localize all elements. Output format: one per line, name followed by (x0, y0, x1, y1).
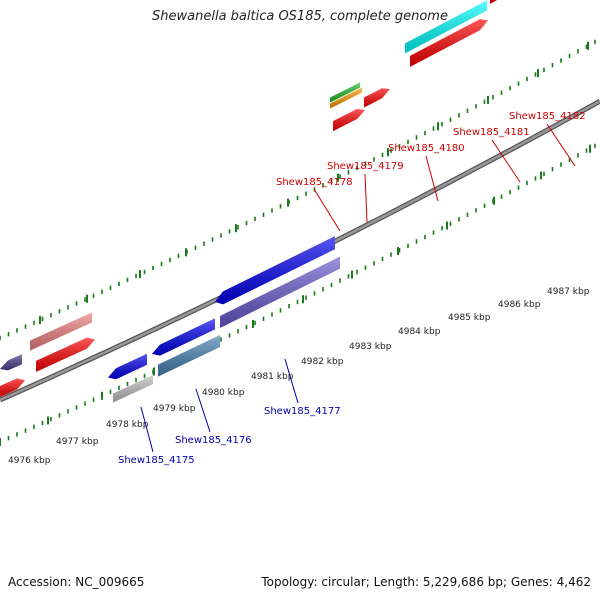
scale-label: 4984 kbp (398, 327, 441, 337)
gene-block-fwd-shade (330, 82, 360, 103)
gene-arrow-fwd-shade (333, 109, 365, 132)
gene-block-fwd-shade (30, 312, 92, 351)
gene-arrow-rev-shade (152, 318, 215, 356)
label-leaders (140, 123, 576, 453)
scale-label: 4978 kbp (106, 420, 149, 430)
scale-label: 4976 kbp (8, 456, 51, 466)
gene-label-upper: Shew185_4179 (327, 161, 404, 172)
scale-label: 4987 kbp (547, 287, 590, 297)
label-leader (546, 123, 576, 167)
gene-arrow-fwd-shade (490, 0, 498, 4)
gene-arrow-fwd-shade (364, 88, 390, 108)
gene-arrow-fwd (490, 0, 498, 4)
gene-label-upper: Shew185_4181 (453, 127, 530, 138)
label-leader (140, 406, 154, 453)
gene-arrow-fwd-shade (36, 337, 95, 372)
scale-label: 4980 kbp (202, 388, 245, 398)
label-leader (284, 358, 299, 404)
scale-label: 4977 kbp (56, 437, 99, 447)
topology-text: Topology: circular; Length: 5,229,686 bp… (261, 575, 591, 589)
scale-label: 4983 kbp (349, 342, 392, 352)
label-leader (491, 139, 521, 183)
gene-arrow-fwd-shade (0, 378, 25, 397)
label-leader (425, 155, 439, 202)
genome-backbone (0, 99, 600, 403)
label-leader (195, 388, 211, 433)
gene-block-rev-shade (220, 256, 340, 328)
map-labels: 4976 kbp 4977 kbp 4978 kbp 4979 kbp 4980 kbp… (8, 111, 590, 466)
backbone-outline (0, 99, 600, 403)
gene-label-lower: Shew185_4176 (175, 435, 252, 446)
gene-arrow-fwd-shade (410, 19, 488, 67)
label-leader (313, 188, 341, 232)
tick-marks (0, 39, 596, 446)
scale-label: 4982 kbp (301, 357, 344, 367)
scale-label: 4985 kbp (448, 313, 491, 323)
backbone-line (0, 100, 600, 402)
gene-label-upper: Shew185_4182 (509, 111, 586, 122)
gene-features (0, 0, 498, 403)
gene-block-fwd-shade (405, 0, 487, 54)
gene-block-fwd-shade (0, 354, 22, 371)
label-leader (364, 173, 368, 223)
gene-label-upper: Shew185_4180 (388, 143, 465, 154)
scale-label: 4986 kbp (498, 300, 541, 310)
gene-arrow-rev-shade (108, 353, 147, 380)
scale-label: 4981 kbp (251, 372, 294, 382)
map-title: Shewanella baltica OS185, complete genom… (152, 9, 448, 24)
gene-label-lower: Shew185_4177 (264, 406, 341, 417)
gene-block-rev-shade (158, 334, 220, 377)
gene-label-upper: Shew185_4178 (276, 177, 353, 188)
gene-block-rev-shade (113, 374, 153, 403)
gene-label-lower: Shew185_4175 (118, 455, 195, 466)
gene-arrow-rev-shade (215, 236, 335, 305)
gene-block-fwd-shade (330, 87, 362, 109)
accession-text: Accession: NC_009665 (8, 575, 145, 589)
scale-label: 4979 kbp (153, 404, 196, 414)
